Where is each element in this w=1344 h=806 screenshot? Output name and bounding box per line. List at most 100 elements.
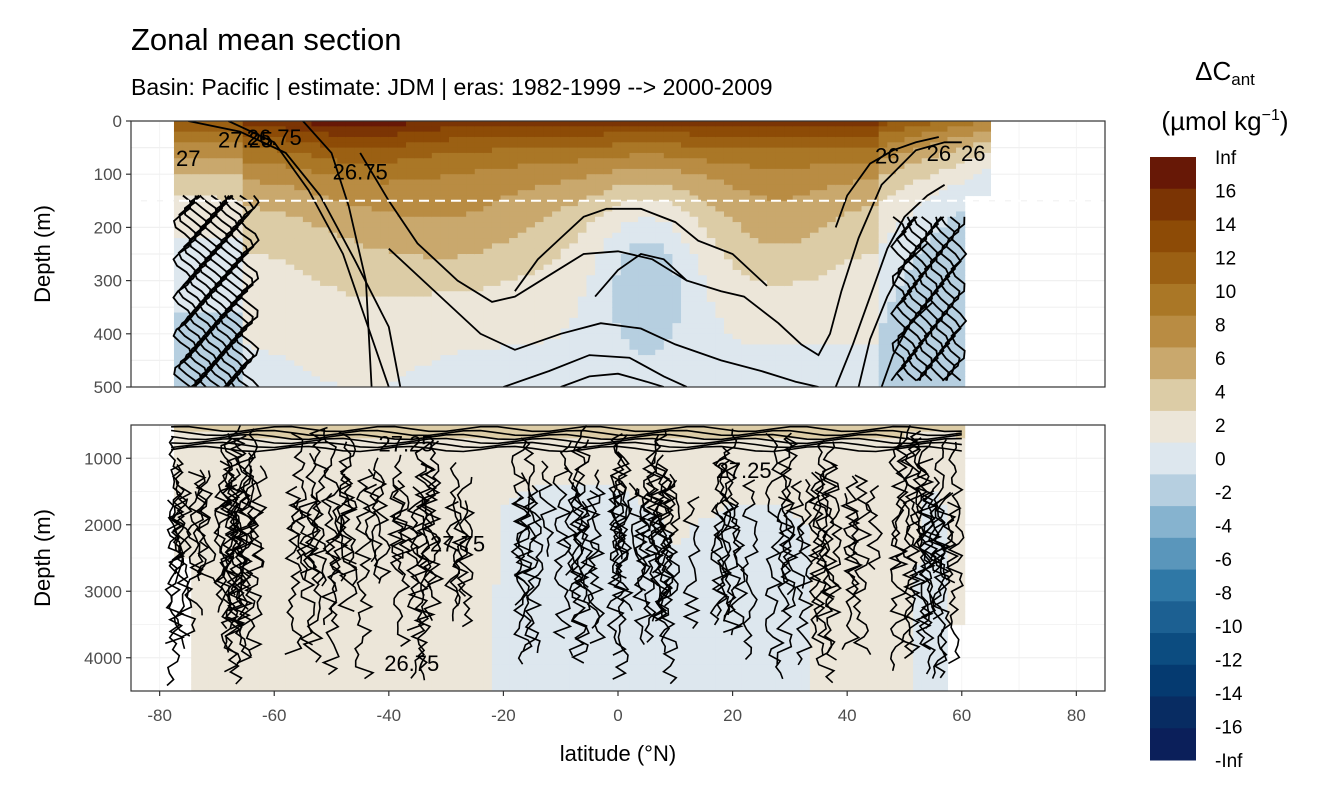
field-cell [457, 360, 467, 367]
field-cell [784, 344, 794, 351]
field-cell [629, 371, 639, 377]
field-cell [698, 216, 708, 223]
field-cell [938, 333, 949, 340]
field-cell [534, 184, 545, 191]
field-cell [251, 168, 261, 175]
field-cell [311, 333, 321, 340]
field-cell [466, 344, 476, 351]
field-cell [938, 301, 949, 308]
field-cell [320, 344, 330, 351]
field-cell [526, 179, 536, 186]
field-cell [216, 136, 227, 143]
field-cell [448, 344, 459, 351]
field-cell [887, 184, 897, 191]
field-cell [234, 163, 244, 170]
field-cell [242, 243, 252, 250]
field-cell [938, 259, 949, 266]
field-cell [397, 285, 407, 292]
field-cell [354, 184, 364, 191]
field-cell [397, 163, 407, 170]
field-cell [509, 259, 519, 266]
field-cell [191, 163, 201, 170]
field-cell [723, 174, 734, 181]
field-cell [758, 339, 768, 346]
field-cell [517, 355, 527, 361]
field-cell [732, 381, 742, 387]
field-cell [509, 254, 519, 260]
field-cell [681, 259, 691, 266]
field-cell [543, 179, 553, 186]
field-cell [956, 264, 966, 271]
field-cell [698, 355, 708, 361]
field-cell [251, 152, 261, 159]
field-cell [715, 211, 725, 218]
field-cell [337, 195, 347, 202]
field-cell [208, 571, 218, 579]
field-cell [801, 355, 811, 361]
field-cell [775, 216, 785, 223]
field-cell [672, 163, 682, 170]
field-cell [723, 259, 734, 266]
field-cell [775, 243, 785, 250]
field-cell [603, 158, 613, 165]
field-cell [414, 349, 424, 356]
field-cell [543, 269, 553, 276]
field-cell [328, 259, 338, 266]
field-cell [474, 216, 484, 223]
field-cell [706, 307, 716, 314]
field-cell [388, 312, 399, 319]
field-cell [844, 328, 854, 335]
field-cell [302, 152, 313, 159]
field-cell [491, 360, 502, 367]
field-cell [638, 152, 648, 159]
field-cell [371, 280, 381, 287]
field-cell [182, 126, 192, 133]
field-cell [878, 280, 888, 287]
field-cell [448, 285, 459, 292]
field-cell [741, 152, 751, 159]
field-cell [577, 371, 588, 377]
field-cell [311, 312, 321, 319]
field-cell [354, 301, 364, 308]
field-cell [526, 254, 536, 260]
field-cell [921, 158, 931, 165]
field-cell [603, 280, 613, 287]
field-cell [698, 195, 708, 202]
field-cell [388, 339, 399, 346]
field-cell [440, 301, 450, 308]
field-cell [328, 243, 338, 250]
field-cell [560, 211, 570, 218]
field-cell [861, 360, 871, 367]
field-cell [620, 152, 631, 159]
field-cell [552, 168, 562, 175]
field-cell [191, 142, 201, 149]
field-cell [577, 323, 588, 330]
field-cell [526, 328, 536, 335]
field-cell [345, 136, 356, 143]
field-cell [552, 285, 562, 292]
field-cell [208, 136, 218, 143]
field-cell [895, 301, 906, 308]
field-cell [741, 121, 751, 127]
field-cell [491, 136, 502, 143]
field-cell [852, 296, 863, 303]
field-cell [577, 285, 588, 292]
field-cell [509, 136, 519, 143]
field-cell [509, 285, 519, 292]
field-cell [913, 238, 923, 244]
field-cell [173, 232, 184, 239]
field-cell [500, 344, 510, 351]
field-cell [414, 296, 424, 303]
field-cell [431, 179, 441, 186]
field-cell [354, 328, 364, 335]
field-cell [552, 227, 562, 234]
field-cell [569, 131, 579, 138]
field-cell [311, 243, 321, 250]
field-cell [354, 323, 364, 330]
field-cell [638, 243, 648, 250]
field-cell [242, 344, 252, 351]
field-cell [191, 360, 201, 367]
field-cell [397, 168, 407, 175]
field-cell [775, 131, 785, 138]
field-cell [560, 179, 570, 186]
